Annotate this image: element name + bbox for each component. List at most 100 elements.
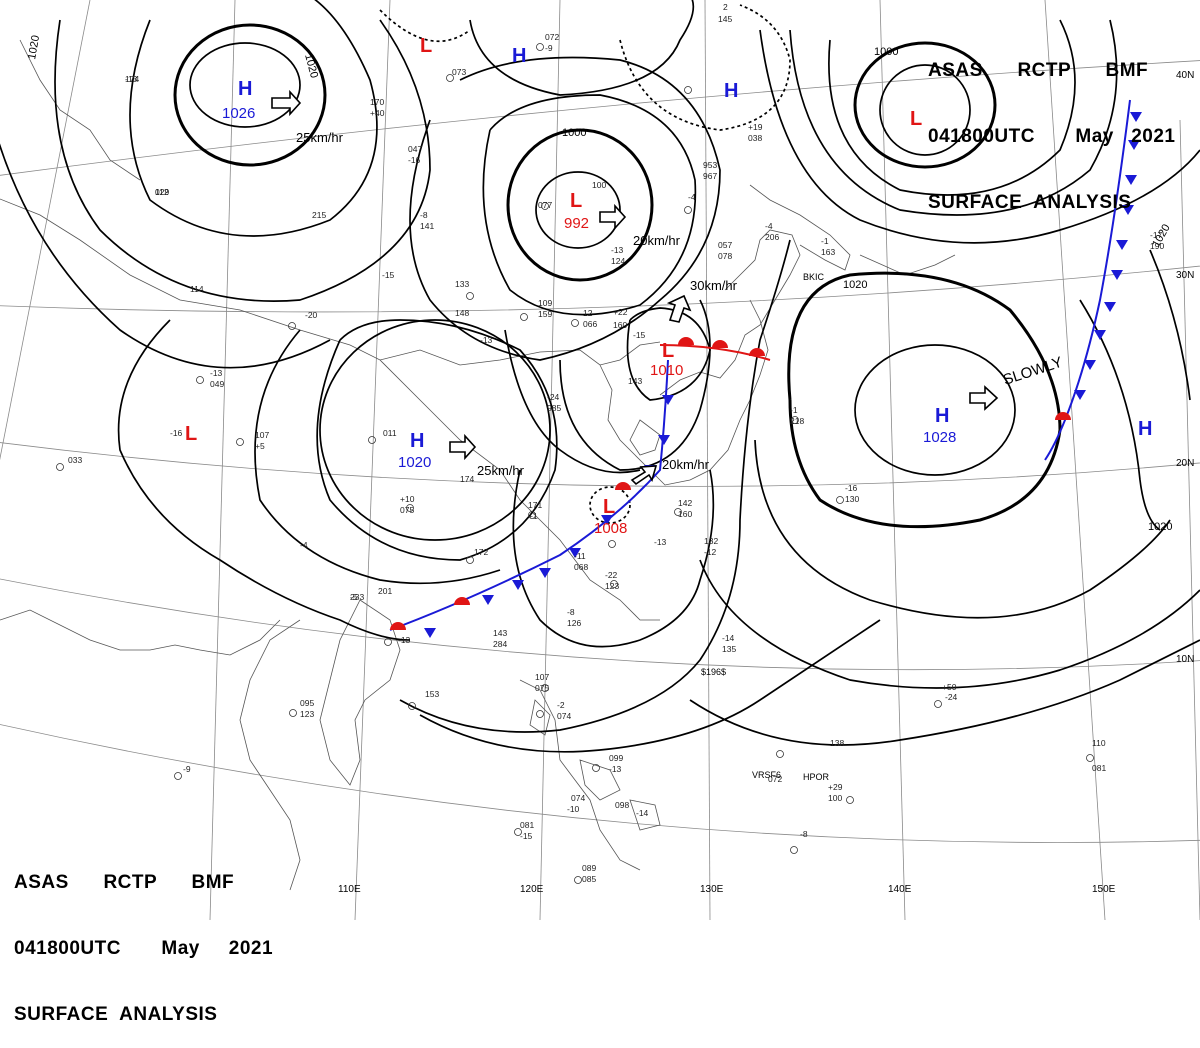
svg-text:110E: 110E [338, 884, 361, 895]
station-marker [846, 796, 854, 804]
station-value: -17 [1150, 230, 1163, 240]
svg-text:1020: 1020 [302, 53, 320, 80]
svg-text:30N: 30N [1176, 270, 1194, 281]
chart-header-bottom: ASAS RCTP BMF 041800UTC May 2021 SURFACE… [14, 828, 273, 1048]
station-marker [466, 556, 474, 564]
station-value: -13 [609, 764, 622, 774]
station-value: 098 [615, 800, 629, 810]
high-symbol: H [724, 80, 738, 102]
high-symbol: H [935, 405, 949, 427]
station-value: 095 [300, 698, 314, 708]
station-value: 133 [455, 279, 469, 289]
station-value: 107 [535, 672, 549, 682]
station-value: 172 [474, 547, 488, 557]
station-value: 112 [155, 187, 169, 197]
station-value: +5 [255, 441, 265, 451]
station-value: 145 [718, 14, 732, 24]
high-symbol: H [238, 78, 252, 100]
station-value: 057 [718, 240, 732, 250]
low-symbol: L [570, 190, 582, 212]
cold-front-triangle [1130, 112, 1142, 122]
station-value: 143 [628, 376, 642, 386]
station-marker [592, 764, 600, 772]
low-symbol: L [910, 108, 922, 130]
station-value: 159 [538, 309, 552, 319]
station-marker [574, 876, 582, 884]
station-value: 081 [520, 820, 534, 830]
station-value: 126 [567, 618, 581, 628]
svg-text:1000: 1000 [562, 127, 586, 139]
station-marker [520, 313, 528, 321]
station-value: 132 [704, 536, 718, 546]
header-line-2: 041800UTC May 2021 [14, 938, 274, 959]
station-value: 233 [350, 592, 364, 602]
station-ids: BKIC VRSF6 HPOR $196$ [701, 272, 830, 782]
station-marker [571, 319, 579, 327]
svg-text:140E: 140E [888, 884, 912, 895]
station-value: 953 [703, 160, 717, 170]
station-marker [196, 376, 204, 384]
header-line-1: ASAS RCTP BMF [14, 872, 235, 893]
station-marker [536, 43, 544, 51]
header-line-1: ASAS RCTP BMF [928, 60, 1149, 81]
station-value: 148 [455, 308, 469, 318]
station-marker [684, 206, 692, 214]
svg-text:20N: 20N [1176, 458, 1194, 469]
station-value: 073 [452, 67, 466, 77]
station-value: 072 [545, 32, 559, 42]
station-value: 077 [538, 200, 552, 210]
cold-front-triangle [1128, 140, 1140, 150]
low-symbol: L [185, 423, 197, 445]
station-value: -15 [633, 330, 646, 340]
station-value: -14 [722, 633, 735, 643]
cold-front-triangle [424, 628, 436, 638]
station-value: 967 [703, 171, 717, 181]
station-value: -8 [420, 210, 428, 220]
station-value: 107 [255, 430, 269, 440]
svg-text:30km/hr: 30km/hr [690, 278, 738, 293]
station-value: -2 [557, 700, 565, 710]
station-value: 049 [210, 379, 224, 389]
station-value: 089 [582, 863, 596, 873]
svg-text:25km/hr: 25km/hr [477, 463, 525, 478]
warm-front-semicircle [615, 482, 631, 490]
station-value: 078 [718, 251, 732, 261]
station-marker [288, 322, 296, 330]
station-marker [684, 86, 692, 94]
station-marker [536, 710, 544, 718]
station-value: +22 [613, 307, 628, 317]
station-value: 068 [574, 562, 588, 572]
svg-text:SLOWLY: SLOWLY [1001, 354, 1065, 389]
station-value: -4 [765, 221, 773, 231]
station-marker [466, 292, 474, 300]
station-value: -11 [574, 551, 586, 561]
station-marker [608, 540, 616, 548]
station-value: -8 [800, 829, 808, 839]
station-value: 138 [830, 738, 844, 748]
warm-front-semicircle [712, 340, 728, 348]
cold-front-triangle [1074, 390, 1086, 400]
station-marker [1086, 754, 1094, 762]
station-marker [790, 846, 798, 854]
station-marker [674, 508, 682, 516]
station-value: 170 [370, 97, 384, 107]
station-marker [174, 772, 182, 780]
high-value: 1028 [923, 429, 956, 446]
svg-text:1000: 1000 [874, 46, 898, 58]
station-value: 142 [678, 498, 692, 508]
station-value: -1 [790, 405, 798, 415]
svg-text:1020: 1020 [843, 279, 867, 291]
station-value: +40 [370, 108, 385, 118]
station-value: -13 [480, 335, 493, 345]
station-value: 2 [723, 2, 728, 12]
station-marker [406, 504, 414, 512]
station-value: -12 [704, 547, 717, 557]
station-value: +1 [528, 511, 538, 521]
cold-front-triangle [1111, 270, 1123, 280]
low-value: 1010 [650, 362, 683, 379]
station-value: 201 [378, 586, 392, 596]
station-value: -14 [636, 808, 649, 818]
station-value: 218 [790, 416, 804, 426]
cold-front-triangle [512, 580, 524, 590]
